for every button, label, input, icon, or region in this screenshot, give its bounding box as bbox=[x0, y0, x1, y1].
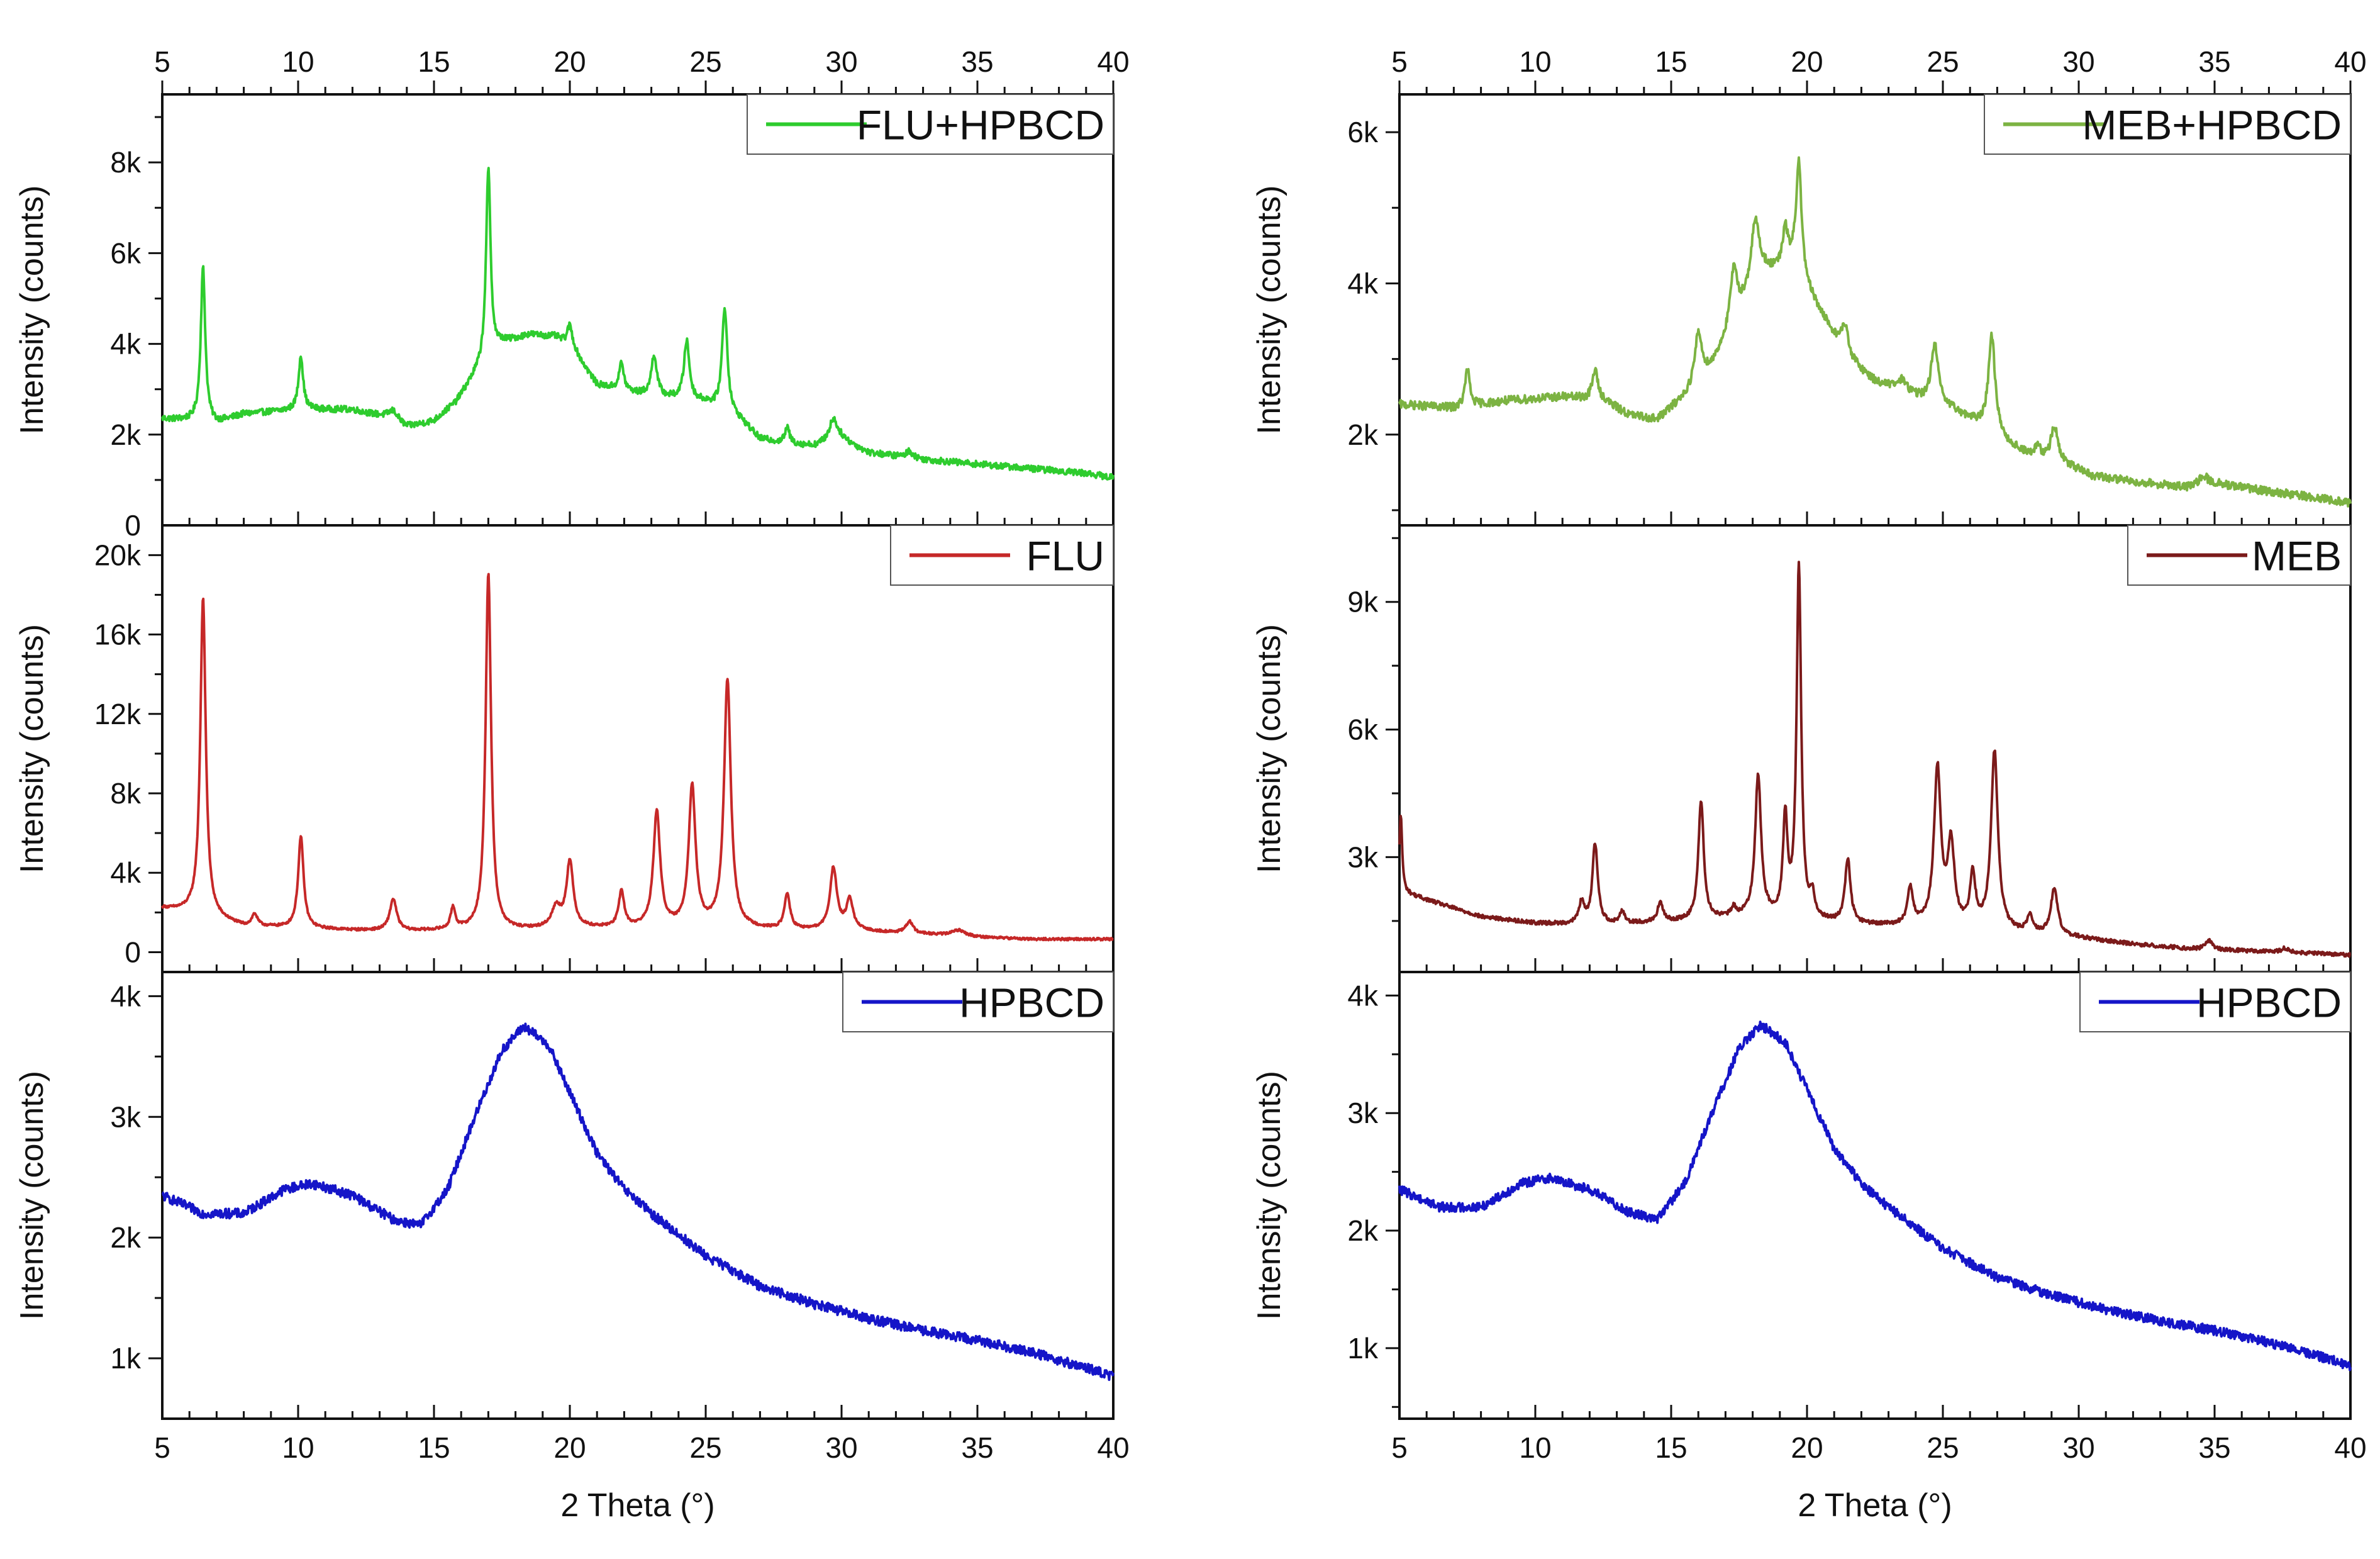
y-tick-label: 20k bbox=[94, 539, 142, 571]
series-line-flu-hpbcd bbox=[161, 167, 1115, 481]
x-tick-label: 20 bbox=[553, 1431, 586, 1464]
plot-frame bbox=[161, 524, 1115, 973]
x-top-tick-label: 30 bbox=[2062, 45, 2094, 78]
y-tick-label: 2k bbox=[1347, 1214, 1379, 1247]
x-tick-label: 5 bbox=[1391, 1431, 1408, 1464]
x-tick-label: 15 bbox=[1655, 1431, 1687, 1464]
y-tick-label: 0 bbox=[125, 936, 141, 968]
y-tick-label: 1k bbox=[110, 1342, 142, 1375]
legend: MEB+HPBCD bbox=[1984, 94, 2351, 155]
x-tick-label: 40 bbox=[2334, 1431, 2366, 1464]
x-tick-label: 35 bbox=[961, 1431, 993, 1464]
y-tick-label: 12k bbox=[94, 698, 142, 730]
plot-frame bbox=[161, 93, 1115, 527]
series-line-flu bbox=[161, 573, 1115, 942]
x-top-tick-label: 10 bbox=[1519, 45, 1551, 78]
y-tick-label: 4k bbox=[110, 856, 142, 889]
series-line-meb bbox=[1398, 561, 2352, 958]
x-top-tick-label: 20 bbox=[1791, 45, 1823, 78]
x-tick-label: 5 bbox=[154, 1431, 170, 1464]
legend-label: MEB+HPBCD bbox=[2082, 102, 2342, 148]
plot-frame bbox=[1398, 971, 2352, 1420]
y-tick-label: 4k bbox=[110, 980, 142, 1012]
x-tick-label: 20 bbox=[1791, 1431, 1823, 1464]
panel-right-top: 5 10 15 20 25 30 35 40 2k 4k 6k Intensity (counts) M… bbox=[1251, 45, 2367, 527]
y-tick-label: 4k bbox=[110, 328, 142, 360]
x-tick-label: 25 bbox=[1927, 1431, 1959, 1464]
y-tick-label: 1k bbox=[1347, 1332, 1379, 1365]
y-tick-label: 3k bbox=[110, 1100, 142, 1133]
y-axis-title: Intensity (counts) bbox=[14, 1071, 50, 1320]
y-tick-label: 8k bbox=[110, 146, 142, 179]
x-top-tick-label: 5 bbox=[1391, 45, 1408, 78]
x-top-tick-label: 15 bbox=[418, 45, 450, 78]
series-line-hpbcd bbox=[161, 1022, 1115, 1382]
legend-label: FLU+HPBCD bbox=[857, 102, 1104, 148]
plot-frame bbox=[161, 971, 1115, 1420]
x-axis-title: 2 Theta (°) bbox=[560, 1487, 715, 1524]
x-top-tick-label: 30 bbox=[825, 45, 857, 78]
y-tick-label: 3k bbox=[1347, 1097, 1379, 1129]
series-line-hpbcd bbox=[1398, 1020, 2352, 1372]
legend: FLU bbox=[890, 525, 1114, 586]
y-tick-label: 6k bbox=[110, 237, 142, 269]
y-tick-label: 2k bbox=[110, 1221, 142, 1254]
x-top-tick-label: 40 bbox=[1097, 45, 1129, 78]
plot-frame bbox=[1398, 93, 2352, 527]
panel-right-bot: 5 10 15 20 25 30 35 40 2 Theta (°) 1k 2k 3k 4k Intens… bbox=[1251, 971, 2367, 1524]
x-axis-title: 2 Theta (°) bbox=[1798, 1487, 1952, 1524]
panel-left-top: 5 10 15 20 25 30 35 40 0 2k 4k 6k 8k Intensity (count… bbox=[14, 45, 1130, 542]
legend: HPBCD bbox=[2079, 971, 2351, 1032]
y-axis-title: Intensity (counts) bbox=[14, 186, 50, 435]
panel-left-mid: 0 4k 8k 12k 16k 20k Intensity (counts) FLU bbox=[14, 524, 1115, 973]
x-top-tick-label: 5 bbox=[154, 45, 170, 78]
y-axis-title: Intensity (counts) bbox=[1251, 1071, 1287, 1320]
y-tick-label: 4k bbox=[1347, 979, 1379, 1012]
y-tick-label: 6k bbox=[1347, 116, 1379, 148]
y-tick-label: 2k bbox=[110, 418, 142, 451]
panel-left-bot: 5 10 15 20 25 30 35 40 2 Theta (°) 1k 2k 3k 4k Intens… bbox=[14, 971, 1130, 1524]
legend-label: HPBCD bbox=[959, 980, 1104, 1026]
y-axis-title: Intensity (counts) bbox=[14, 624, 50, 873]
x-tick-label: 30 bbox=[2062, 1431, 2094, 1464]
panel-right-mid: 3k 6k 9k Intensity (counts) MEB bbox=[1251, 524, 2352, 973]
x-top-tick-label: 25 bbox=[1927, 45, 1959, 78]
y-tick-label: 6k bbox=[1347, 713, 1379, 746]
x-top-tick-label: 35 bbox=[2198, 45, 2230, 78]
y-tick-label: 16k bbox=[94, 618, 142, 651]
y-tick-label: 8k bbox=[110, 777, 142, 810]
x-top-tick-label: 35 bbox=[961, 45, 993, 78]
series-line-meb-hpbcd bbox=[1398, 156, 2352, 508]
x-top-tick-label: 15 bbox=[1655, 45, 1687, 78]
legend: FLU+HPBCD bbox=[747, 94, 1114, 155]
y-tick-label: 2k bbox=[1347, 418, 1379, 451]
x-tick-label: 10 bbox=[282, 1431, 314, 1464]
y-axis-title: Intensity (counts) bbox=[1251, 186, 1287, 435]
x-tick-label: 25 bbox=[689, 1431, 721, 1464]
y-tick-label: 0 bbox=[125, 509, 141, 542]
x-top-tick-label: 40 bbox=[2334, 45, 2366, 78]
legend: HPBCD bbox=[842, 971, 1114, 1032]
legend-label: FLU bbox=[1026, 533, 1104, 579]
x-top-tick-label: 10 bbox=[282, 45, 314, 78]
x-tick-label: 15 bbox=[418, 1431, 450, 1464]
y-tick-label: 4k bbox=[1347, 267, 1379, 299]
y-axis-title: Intensity (counts) bbox=[1251, 624, 1287, 873]
y-tick-label: 3k bbox=[1347, 841, 1379, 873]
legend-label: HPBCD bbox=[2196, 980, 2342, 1026]
legend: MEB bbox=[2127, 525, 2351, 586]
x-top-tick-label: 20 bbox=[553, 45, 586, 78]
x-tick-label: 40 bbox=[1097, 1431, 1129, 1464]
legend-label: MEB bbox=[2252, 533, 2342, 579]
y-tick-label: 9k bbox=[1347, 586, 1379, 618]
x-tick-label: 10 bbox=[1519, 1431, 1551, 1464]
plot-frame bbox=[1398, 524, 2352, 973]
x-tick-label: 30 bbox=[825, 1431, 857, 1464]
x-top-tick-label: 25 bbox=[689, 45, 721, 78]
x-tick-label: 35 bbox=[2198, 1431, 2230, 1464]
